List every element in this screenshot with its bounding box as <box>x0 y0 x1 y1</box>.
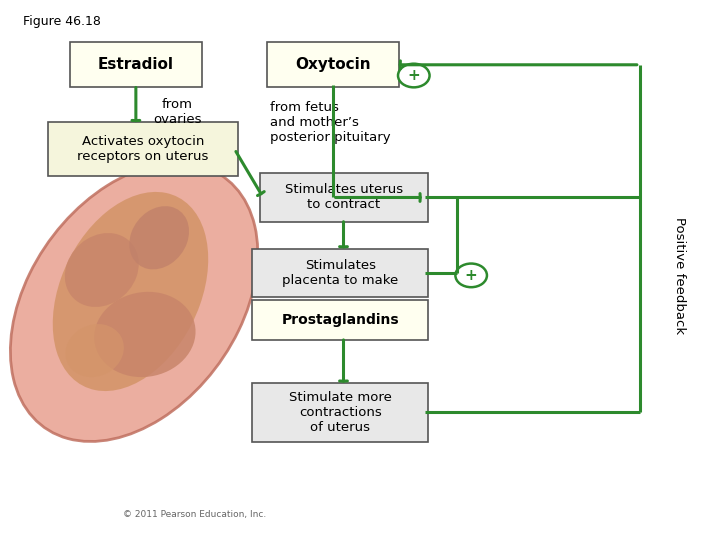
FancyBboxPatch shape <box>253 383 428 442</box>
Ellipse shape <box>94 292 196 377</box>
FancyBboxPatch shape <box>253 248 428 297</box>
Text: Activates oxytocin
receptors on uterus: Activates oxytocin receptors on uterus <box>77 135 209 163</box>
Ellipse shape <box>65 233 139 307</box>
Text: Oxytocin: Oxytocin <box>295 57 371 72</box>
Ellipse shape <box>53 192 208 391</box>
Circle shape <box>398 64 430 87</box>
Text: © 2011 Pearson Education, Inc.: © 2011 Pearson Education, Inc. <box>123 510 266 519</box>
FancyBboxPatch shape <box>70 42 202 87</box>
Text: Estradiol: Estradiol <box>98 57 174 72</box>
Text: +: + <box>408 68 420 83</box>
FancyBboxPatch shape <box>48 122 238 176</box>
Text: from fetus
and mother’s
posterior pituitary: from fetus and mother’s posterior pituit… <box>270 101 391 144</box>
Text: +: + <box>465 268 477 283</box>
Circle shape <box>455 264 487 287</box>
Text: Stimulates
placenta to make: Stimulates placenta to make <box>282 259 398 287</box>
Text: Positive feedback: Positive feedback <box>672 217 685 334</box>
Text: Stimulate more
contractions
of uterus: Stimulate more contractions of uterus <box>289 391 392 434</box>
Text: Stimulates uterus
to contract: Stimulates uterus to contract <box>285 184 403 212</box>
Ellipse shape <box>66 324 124 377</box>
Text: from
ovaries: from ovaries <box>153 98 202 125</box>
FancyBboxPatch shape <box>253 300 428 340</box>
FancyBboxPatch shape <box>267 42 400 87</box>
FancyBboxPatch shape <box>260 173 428 221</box>
Text: Figure 46.18: Figure 46.18 <box>23 15 101 28</box>
Text: Prostaglandins: Prostaglandins <box>282 313 399 327</box>
Ellipse shape <box>10 163 258 442</box>
Ellipse shape <box>130 206 189 269</box>
